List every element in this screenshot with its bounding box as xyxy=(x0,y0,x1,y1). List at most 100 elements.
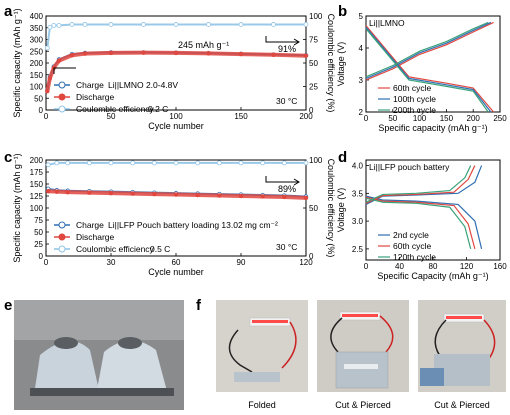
c-point-1-9 xyxy=(217,193,222,198)
c-point-2-5 xyxy=(130,160,136,166)
a-annotation-rate: 0.2 C xyxy=(148,104,168,114)
c-point-2-12 xyxy=(281,160,287,166)
photo-f3-glove xyxy=(420,368,444,386)
photo-e-fold-right xyxy=(96,340,168,395)
c-legend-label-1: Discharge xyxy=(76,232,115,242)
a-point-2-2 xyxy=(51,22,57,28)
b-ytick-label: 4 xyxy=(359,44,364,53)
c-ce-arrowhead xyxy=(293,178,300,186)
a-capacity-arrow xyxy=(53,67,76,74)
c-xtick-label: 0 xyxy=(44,258,49,267)
photo-f1-wire-red xyxy=(281,321,297,369)
a-point-1-6 xyxy=(108,50,114,56)
a-point-2-7 xyxy=(141,22,146,27)
a-y2label: Coulombic efficiency (%) xyxy=(326,14,336,113)
c-point-1-8 xyxy=(195,192,200,198)
panel-label-f: f xyxy=(196,297,202,314)
c-point-1-2 xyxy=(65,189,70,195)
d-xtick-label: 0 xyxy=(364,262,369,271)
a-point-2-3 xyxy=(56,22,62,28)
a-point-2-11 xyxy=(271,22,276,27)
b-xtick-label: 0 xyxy=(364,114,369,123)
d-xlabel: Specific Capacity (mAh g⁻¹) xyxy=(377,271,488,281)
photo-f1-led-glow xyxy=(252,320,288,323)
a-xtick-label: 150 xyxy=(234,112,248,121)
c-point-2-4 xyxy=(108,160,114,166)
a-legend-label-0: Charge xyxy=(76,80,104,90)
b-ytick-label: 3 xyxy=(359,76,364,85)
c-point-1-6 xyxy=(152,191,157,197)
a-ytick-label: 50 xyxy=(34,94,43,103)
a-point-2-9 xyxy=(206,22,211,27)
c-annotation-condition: Li||LFP Pouch battery loading 13.02 mg c… xyxy=(108,220,278,230)
a-xtick-label: 50 xyxy=(107,112,116,121)
photo-e-base xyxy=(30,388,174,396)
c-point-2-8 xyxy=(195,160,201,166)
photo-f2-wire-red xyxy=(379,315,394,353)
a-point-1-0 xyxy=(45,88,50,94)
a-y2tick-label: 100 xyxy=(309,12,323,21)
c-point-1-0 xyxy=(45,188,51,194)
b-ytick-label: 5 xyxy=(359,12,364,21)
c-point-1-11 xyxy=(260,194,265,199)
a-ce-arrow xyxy=(265,36,298,43)
chart-d: 0 40 80 120 160 2.5 3.0 3.5 4.0 Specific Capacity… xyxy=(336,159,507,281)
c-ytick-label: 125 xyxy=(30,192,44,201)
b-frame xyxy=(365,15,501,113)
photo-e-roll-left xyxy=(54,337,78,349)
a-point-1-10 xyxy=(238,51,244,57)
c-ytick-label: 175 xyxy=(30,168,44,177)
d-legend-label-1: 60th cycle xyxy=(393,241,432,251)
c-ytick-label: 100 xyxy=(30,204,44,213)
a-ytick-label: 200 xyxy=(30,59,44,68)
photo-f-3 xyxy=(418,300,506,392)
c-ytick-label: 0 xyxy=(39,252,44,261)
d-curve-1-charge xyxy=(365,165,476,204)
b-xtick-label: 200 xyxy=(467,114,481,123)
photo-f-2 xyxy=(317,300,409,392)
photo-f2-wire-black xyxy=(330,317,343,353)
c-xtick-label: 120 xyxy=(299,258,313,267)
c-y2label: Coulombic efficiency (%) xyxy=(326,159,336,258)
photo-f3-wire-black xyxy=(434,319,447,357)
photo-caption-cut-pierced-2: Cut & Pierced xyxy=(434,400,490,410)
c-xlabel: Cycle number xyxy=(148,267,204,277)
a-ytick-label: 0 xyxy=(39,106,44,115)
a-legend-label-1: Discharge xyxy=(76,92,115,102)
a-point-2-0 xyxy=(44,45,50,51)
a-ylabel: Specific capacity (mAh g⁻¹) xyxy=(12,8,22,117)
a-point-2-5 xyxy=(82,22,88,27)
a-point-1-4 xyxy=(69,53,75,58)
a-y2tick-label: 0 xyxy=(309,106,314,115)
b-curve-0-charge xyxy=(365,21,494,81)
a-point-2-4 xyxy=(69,22,75,27)
a-legend-marker-2 xyxy=(58,105,66,113)
panel-label-b: b xyxy=(338,3,347,20)
a-ytick-label: 400 xyxy=(30,12,44,21)
c-point-2-11 xyxy=(260,160,266,166)
b-curve-1-discharge xyxy=(365,26,492,113)
c-point-1-3 xyxy=(87,190,92,195)
d-ylabel: Voltage (V) xyxy=(336,188,346,233)
c-point-1-1 xyxy=(54,189,60,194)
c-series-line-1 xyxy=(48,189,307,200)
d-curve-1-discharge xyxy=(365,196,476,250)
d-legend-label-2: 120th cycle xyxy=(393,252,436,262)
c-ce-arrow xyxy=(265,176,298,183)
a-ytick-label: 300 xyxy=(30,36,44,45)
d-xtick-label: 40 xyxy=(395,262,404,271)
panel-label-c: c xyxy=(4,149,12,166)
b-legend-label-2: 200th cycle xyxy=(393,105,436,115)
a-legend-label-2: Coulombic efficiency xyxy=(76,104,155,114)
c-point-2-7 xyxy=(173,160,179,166)
a-xtick-label: 200 xyxy=(299,112,313,121)
c-ytick-label: 25 xyxy=(34,240,43,249)
b-xtick-label: 50 xyxy=(388,114,397,123)
a-legend-marker-1 xyxy=(58,93,66,101)
photo-e xyxy=(14,300,184,410)
a-point-1-9 xyxy=(206,51,211,56)
c-xtick-label: 60 xyxy=(172,258,181,267)
photo-f2-cut-cell xyxy=(335,351,389,389)
c-ytick-label: 150 xyxy=(30,180,44,189)
c-y2tick-label: 50 xyxy=(309,204,318,213)
